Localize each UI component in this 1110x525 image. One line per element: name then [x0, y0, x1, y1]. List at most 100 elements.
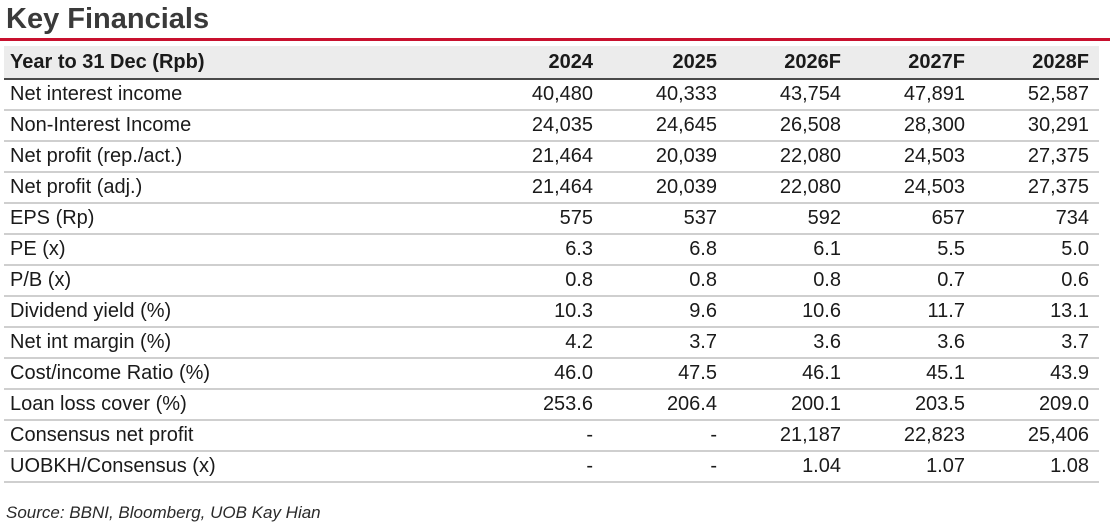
- row-value: 3.7: [603, 327, 727, 359]
- row-value: 40,333: [603, 79, 727, 111]
- row-label: Net interest income: [4, 79, 479, 111]
- row-value: 3.6: [851, 327, 975, 359]
- row-label: Cost/income Ratio (%): [4, 358, 479, 390]
- header-year: 2028F: [975, 46, 1099, 80]
- row-value: 20,039: [603, 172, 727, 204]
- row-value: 24,645: [603, 110, 727, 142]
- title-divider: [0, 38, 1110, 41]
- row-value: 0.7: [851, 265, 975, 297]
- row-value: 22,080: [727, 141, 851, 173]
- table-row: P/B (x) 0.8 0.8 0.8 0.7 0.6: [4, 265, 1099, 297]
- header-label: Year to 31 Dec (Rpb): [4, 46, 479, 80]
- row-value: 1.08: [975, 451, 1099, 483]
- row-value: 24,035: [479, 110, 603, 142]
- row-value: 203.5: [851, 389, 975, 421]
- row-value: 592: [727, 203, 851, 235]
- row-value: 0.8: [479, 265, 603, 297]
- row-value: 5.0: [975, 234, 1099, 266]
- row-value: 5.5: [851, 234, 975, 266]
- row-value: 209.0: [975, 389, 1099, 421]
- row-value: 43,754: [727, 79, 851, 111]
- row-value: 28,300: [851, 110, 975, 142]
- row-value: 3.7: [975, 327, 1099, 359]
- row-value: 0.8: [727, 265, 851, 297]
- row-value: 21,464: [479, 141, 603, 173]
- table-row: Net interest income 40,480 40,333 43,754 47,…: [4, 79, 1099, 111]
- row-value: 6.1: [727, 234, 851, 266]
- table-row: Net profit (adj.) 21,464 20,039 22,080 24,50…: [4, 172, 1099, 204]
- table-row: Dividend yield (%) 10.3 9.6 10.6 11.7 13.1: [4, 296, 1099, 328]
- row-value: 47,891: [851, 79, 975, 111]
- row-value: 21,187: [727, 420, 851, 452]
- table-row: Loan loss cover (%) 253.6 206.4 200.1 203.5 2…: [4, 389, 1099, 421]
- row-label: Dividend yield (%): [4, 296, 479, 328]
- table-header: Year to 31 Dec (Rpb) 2024 2025 2026F 202…: [4, 46, 1099, 80]
- row-value: 45.1: [851, 358, 975, 390]
- row-value: 46.1: [727, 358, 851, 390]
- table-row: Cost/income Ratio (%) 46.0 47.5 46.1 45.1 43.…: [4, 358, 1099, 390]
- key-financials-table: Year to 31 Dec (Rpb) 2024 2025 2026F 202…: [4, 46, 1099, 483]
- row-value: 30,291: [975, 110, 1099, 142]
- row-label: P/B (x): [4, 265, 479, 297]
- row-value: 43.9: [975, 358, 1099, 390]
- row-label: Consensus net profit: [4, 420, 479, 452]
- row-label: Net profit (adj.): [4, 172, 479, 204]
- row-value: 20,039: [603, 141, 727, 173]
- row-value: 47.5: [603, 358, 727, 390]
- row-value: 1.04: [727, 451, 851, 483]
- header-year: 2026F: [727, 46, 851, 80]
- row-value: 575: [479, 203, 603, 235]
- row-value: 27,375: [975, 141, 1099, 173]
- row-value: 6.8: [603, 234, 727, 266]
- row-value: -: [603, 420, 727, 452]
- row-value: 9.6: [603, 296, 727, 328]
- row-label: Loan loss cover (%): [4, 389, 479, 421]
- table-row: Net int margin (%) 4.2 3.7 3.6 3.6 3.7: [4, 327, 1099, 359]
- row-value: 22,823: [851, 420, 975, 452]
- row-value: 10.6: [727, 296, 851, 328]
- row-label: Net profit (rep./act.): [4, 141, 479, 173]
- row-value: 21,464: [479, 172, 603, 204]
- row-value: 1.07: [851, 451, 975, 483]
- row-value: 3.6: [727, 327, 851, 359]
- row-value: -: [479, 420, 603, 452]
- row-value: 0.8: [603, 265, 727, 297]
- row-value: 537: [603, 203, 727, 235]
- row-value: 206.4: [603, 389, 727, 421]
- row-label: Net int margin (%): [4, 327, 479, 359]
- row-label: Non-Interest Income: [4, 110, 479, 142]
- row-label: UOBKH/Consensus (x): [4, 451, 479, 483]
- row-value: 27,375: [975, 172, 1099, 204]
- header-row: Year to 31 Dec (Rpb) 2024 2025 2026F 202…: [4, 46, 1099, 80]
- table-body: Net interest income 40,480 40,333 43,754 47,…: [4, 79, 1099, 483]
- table-row: Net profit (rep./act.) 21,464 20,039 22,080…: [4, 141, 1099, 173]
- row-value: 0.6: [975, 265, 1099, 297]
- table-row: Consensus net profit - -21,187 22,823 25,406: [4, 420, 1099, 452]
- table-row: Non-Interest Income 24,035 24,645 26,508 28,…: [4, 110, 1099, 142]
- row-label: PE (x): [4, 234, 479, 266]
- row-value: 46.0: [479, 358, 603, 390]
- row-value: 11.7: [851, 296, 975, 328]
- table-row: PE (x) 6.3 6.8 6.1 5.5 5.0: [4, 234, 1099, 266]
- source-note: Source: BBNI, Bloomberg, UOB Kay Hian: [6, 503, 321, 522]
- row-value: 52,587: [975, 79, 1099, 111]
- row-value: 657: [851, 203, 975, 235]
- row-value: 24,503: [851, 141, 975, 173]
- row-value: -: [603, 451, 727, 483]
- row-value: 734: [975, 203, 1099, 235]
- row-value: 25,406: [975, 420, 1099, 452]
- row-value: 24,503: [851, 172, 975, 204]
- row-label: EPS (Rp): [4, 203, 479, 235]
- row-value: 6.3: [479, 234, 603, 266]
- row-value: 22,080: [727, 172, 851, 204]
- row-value: 13.1: [975, 296, 1099, 328]
- table-row: UOBKH/Consensus (x) - -1.04 1.07 1.08: [4, 451, 1099, 483]
- header-year: 2024: [479, 46, 603, 80]
- row-value: 40,480: [479, 79, 603, 111]
- row-value: 10.3: [479, 296, 603, 328]
- page-title: Key Financials: [6, 3, 210, 35]
- row-value: 253.6: [479, 389, 603, 421]
- row-value: 26,508: [727, 110, 851, 142]
- header-year: 2027F: [851, 46, 975, 80]
- table-row: EPS (Rp) 575 537 592 657 734: [4, 203, 1099, 235]
